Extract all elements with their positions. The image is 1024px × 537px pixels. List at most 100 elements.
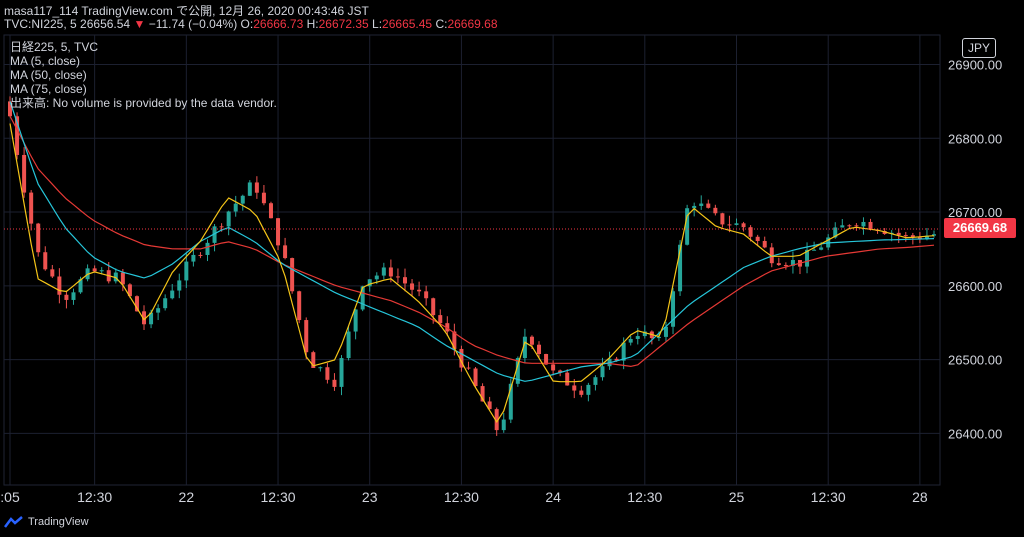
candle-body <box>226 211 231 227</box>
candle-body <box>537 344 542 355</box>
time-tick-label: 23 <box>362 489 378 505</box>
high-value: 26672.35 <box>318 17 369 31</box>
candle-body <box>903 235 908 237</box>
candle-body <box>64 294 69 300</box>
candle-body <box>932 234 936 236</box>
candle-body <box>205 242 210 255</box>
price-tick-label: 26400.00 <box>948 426 1002 441</box>
candle-body <box>755 236 760 241</box>
candle-body <box>22 154 27 193</box>
down-arrow-icon: ▼ <box>133 17 146 31</box>
candle-body <box>92 268 97 272</box>
candle-body <box>346 331 351 359</box>
candle-body <box>558 370 563 373</box>
candle-body <box>78 279 83 293</box>
candle-body <box>593 377 598 385</box>
candle-body <box>36 223 41 253</box>
candle-body <box>868 221 873 230</box>
candle-body <box>473 368 478 387</box>
candle-body <box>678 244 683 292</box>
candle-body <box>910 235 915 238</box>
candle-body <box>924 235 929 240</box>
candle-body <box>805 249 810 267</box>
legend-ma5[interactable]: MA (5, close) <box>10 54 81 68</box>
candle-body <box>261 192 266 204</box>
candle-body <box>452 331 457 349</box>
candle-body <box>515 358 520 384</box>
candle-body <box>579 390 584 395</box>
candle-body <box>699 203 704 206</box>
ohlc-header: TVC:NI225, 5 26656.54 ▼ −11.74 (−0.04%) … <box>4 17 498 31</box>
candle-body <box>833 227 838 238</box>
candle-body <box>99 270 104 272</box>
candle-body <box>544 354 549 365</box>
candle-body <box>727 224 732 226</box>
candle-body <box>332 379 337 387</box>
moving-averages <box>9 101 935 424</box>
candle-body <box>621 342 626 361</box>
candle-body <box>501 419 506 431</box>
candle-body <box>212 226 217 243</box>
candle-body <box>318 367 323 369</box>
legend-symbol[interactable]: 日経225, 5, TVC <box>10 40 99 54</box>
symbol-label: TVC:NI225, 5 <box>4 17 77 31</box>
candle-body <box>762 240 767 248</box>
candle-body <box>50 269 55 277</box>
candle-body <box>882 230 887 234</box>
candle-body <box>134 296 139 312</box>
legend-ma50[interactable]: MA (50, close) <box>10 68 87 82</box>
candle-body <box>551 364 556 371</box>
candle-body <box>586 384 591 395</box>
candle-body <box>120 272 125 285</box>
candle-body <box>402 277 407 284</box>
candle-body <box>149 312 154 325</box>
candles <box>8 96 936 436</box>
candle-body <box>487 401 492 410</box>
candle-body <box>254 182 259 193</box>
candle-body <box>600 366 605 378</box>
candle-body <box>720 213 725 225</box>
current-price-badge: 26669.68 <box>944 218 1016 238</box>
candle-body <box>847 225 852 227</box>
candle-body <box>854 225 859 227</box>
candle-body <box>466 367 471 369</box>
legend-ma75[interactable]: MA (75, close) <box>10 82 87 96</box>
candle-body <box>417 289 422 292</box>
candle-body <box>170 290 175 299</box>
candle-body <box>840 225 845 228</box>
currency-button[interactable]: JPY <box>962 38 996 58</box>
candle-body <box>127 284 132 297</box>
tradingview-icon <box>4 516 23 528</box>
open-label: O: <box>240 17 254 31</box>
tradingview-logo[interactable]: TradingView <box>4 516 89 528</box>
price-tick-label: 26600.00 <box>948 279 1002 294</box>
candle-body <box>459 348 464 368</box>
candle-body <box>861 221 866 227</box>
candle-body <box>642 331 647 337</box>
candle-body <box>240 195 245 204</box>
publish-info: masa117_114 TradingView.com で公開, 12月 26,… <box>4 4 369 18</box>
candle-body <box>71 292 76 300</box>
high-label: H: <box>306 17 319 31</box>
candle-body <box>783 265 788 267</box>
candle-body <box>198 254 203 256</box>
candle-body <box>219 226 224 228</box>
ma50-line <box>9 101 935 382</box>
candle-body <box>311 352 316 368</box>
close-label: C: <box>435 17 448 31</box>
candle-body <box>776 263 781 266</box>
time-axis[interactable]: :05 12:30 22 12:30 23 12:30 24 12:30 25 12:30 28 <box>0 489 928 505</box>
candle-body <box>247 182 252 196</box>
candle-body <box>374 275 379 280</box>
candle-body <box>748 227 753 237</box>
candle-body <box>685 208 690 245</box>
candle-body <box>663 326 668 337</box>
candle-body <box>692 205 697 209</box>
legend-volume[interactable]: 出来高: No volume is provided by the data v… <box>10 96 277 110</box>
time-tick-label: :05 <box>0 489 20 505</box>
last-price: 26656.54 <box>80 17 131 31</box>
candle-body <box>565 372 570 386</box>
price-axis[interactable]: 26900.00 26800.00 26700.00 26600.00 26500.00… <box>948 58 1002 442</box>
